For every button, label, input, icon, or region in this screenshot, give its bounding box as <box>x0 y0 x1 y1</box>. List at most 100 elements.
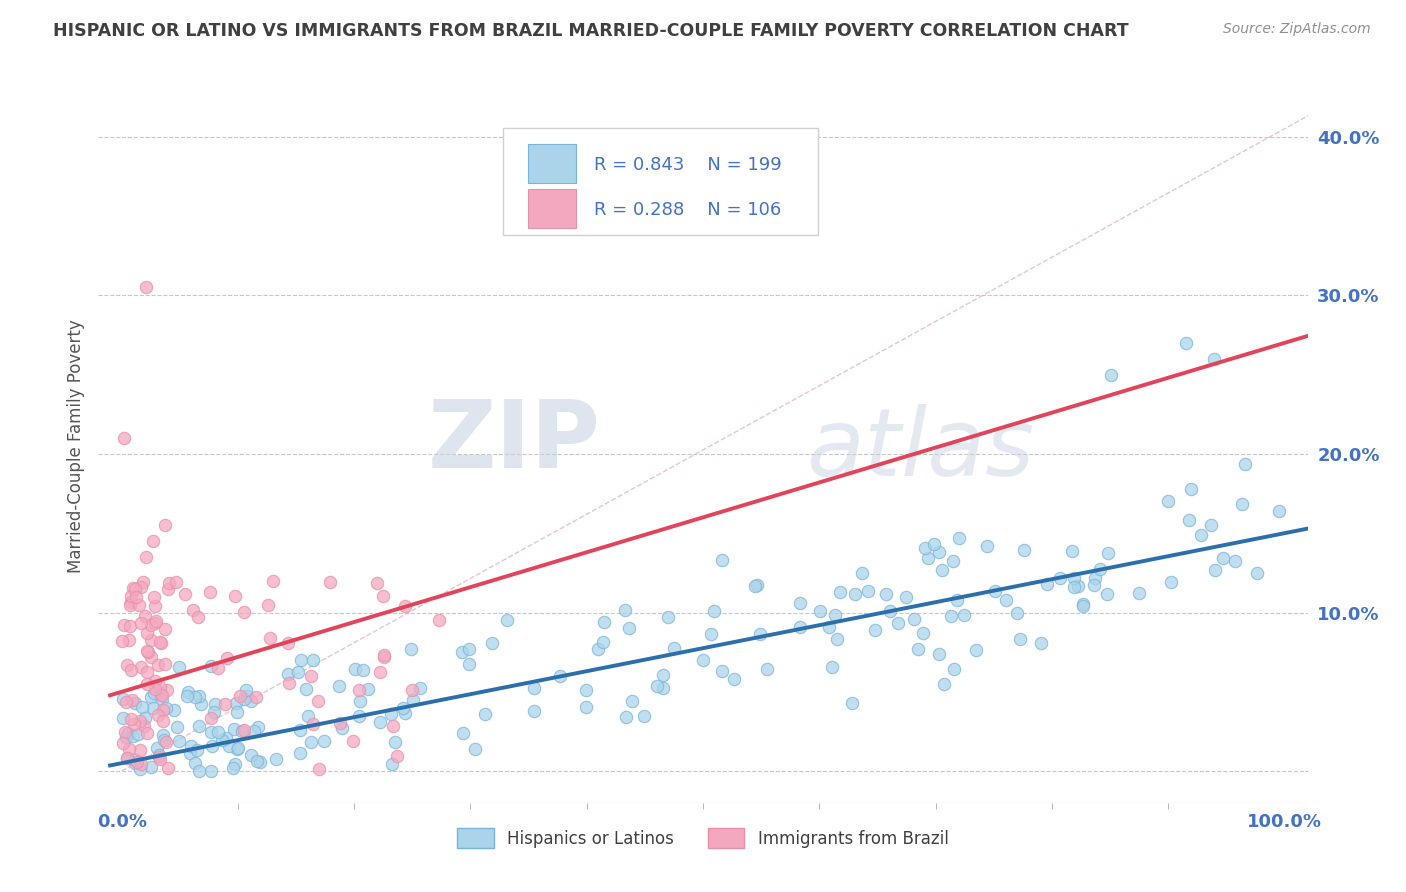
Point <box>115 657 138 672</box>
Point <box>131 581 153 595</box>
Point <box>1063 580 1085 594</box>
Point <box>1029 636 1052 650</box>
Point <box>186 743 208 757</box>
Text: Source: ZipAtlas.com: Source: ZipAtlas.com <box>1223 22 1371 37</box>
Point <box>166 720 188 734</box>
Point <box>233 606 256 620</box>
Point <box>155 701 177 715</box>
Point <box>128 598 150 612</box>
Point <box>111 634 134 648</box>
Point <box>1199 517 1222 532</box>
Point <box>141 690 163 705</box>
Point <box>588 642 610 657</box>
Point <box>115 751 138 765</box>
Point <box>808 604 831 618</box>
Point <box>651 681 673 696</box>
Point <box>120 712 142 726</box>
Point <box>818 620 841 634</box>
Point <box>224 722 246 736</box>
Point <box>120 663 142 677</box>
Point <box>458 642 481 657</box>
Point <box>246 754 269 768</box>
Point <box>328 679 350 693</box>
Point <box>394 706 416 721</box>
Point <box>755 662 778 676</box>
Point <box>592 635 614 649</box>
Point <box>965 643 987 657</box>
Point <box>177 685 200 699</box>
Point <box>200 764 222 778</box>
Point <box>633 709 655 723</box>
Text: HISPANIC OR LATINO VS IMMIGRANTS FROM BRAZIL MARRIED-COUPLE FAMILY POVERTY CORRE: HISPANIC OR LATINO VS IMMIGRANTS FROM BR… <box>53 22 1129 40</box>
Point <box>128 743 150 757</box>
Point <box>240 747 263 762</box>
Point <box>180 739 202 754</box>
Point <box>111 736 134 750</box>
Point <box>240 694 263 708</box>
Point <box>312 733 335 747</box>
Point <box>1204 563 1226 577</box>
Point <box>121 693 143 707</box>
Point <box>496 613 519 627</box>
Point <box>464 741 486 756</box>
Point <box>575 699 598 714</box>
Point <box>723 673 745 687</box>
Point <box>657 610 679 624</box>
Point <box>117 751 139 765</box>
Point <box>943 662 966 676</box>
Point <box>200 658 222 673</box>
Point <box>875 587 897 601</box>
Point <box>1036 577 1059 591</box>
Point <box>1063 570 1085 584</box>
Point <box>218 739 240 754</box>
Point <box>481 636 503 650</box>
Point <box>277 667 299 681</box>
Point <box>408 681 430 695</box>
Point <box>662 641 685 656</box>
Point <box>143 674 166 689</box>
Point <box>125 590 148 604</box>
Point <box>112 431 135 445</box>
Point <box>149 680 172 694</box>
Point <box>131 575 153 590</box>
Point <box>136 644 159 658</box>
Point <box>928 647 950 661</box>
Point <box>148 707 170 722</box>
Point <box>122 716 145 731</box>
Point <box>1083 578 1105 592</box>
Point <box>995 592 1018 607</box>
Point <box>202 706 225 720</box>
Point <box>156 582 179 596</box>
Point <box>1088 562 1111 576</box>
Point <box>844 586 866 600</box>
Point <box>141 760 163 774</box>
Point <box>645 680 668 694</box>
Point <box>952 608 974 623</box>
Point <box>381 719 404 733</box>
Point <box>152 703 174 717</box>
Point <box>856 583 879 598</box>
Point <box>150 689 173 703</box>
Point <box>1202 351 1225 366</box>
Point <box>789 620 811 634</box>
Point <box>226 705 249 719</box>
Point <box>620 694 643 708</box>
Point <box>135 280 157 294</box>
Point <box>1097 546 1119 560</box>
Point <box>143 682 166 697</box>
Point <box>907 642 929 657</box>
Point <box>121 581 143 595</box>
Point <box>131 699 153 714</box>
Point <box>129 615 152 630</box>
Point <box>187 719 209 733</box>
Point <box>198 585 221 599</box>
Point <box>617 622 640 636</box>
Point <box>143 599 166 614</box>
Point <box>366 575 388 590</box>
Point <box>152 691 174 706</box>
Point <box>903 612 925 626</box>
Point <box>290 747 312 761</box>
Point <box>914 541 936 556</box>
Point <box>124 756 146 770</box>
Point <box>299 734 322 748</box>
